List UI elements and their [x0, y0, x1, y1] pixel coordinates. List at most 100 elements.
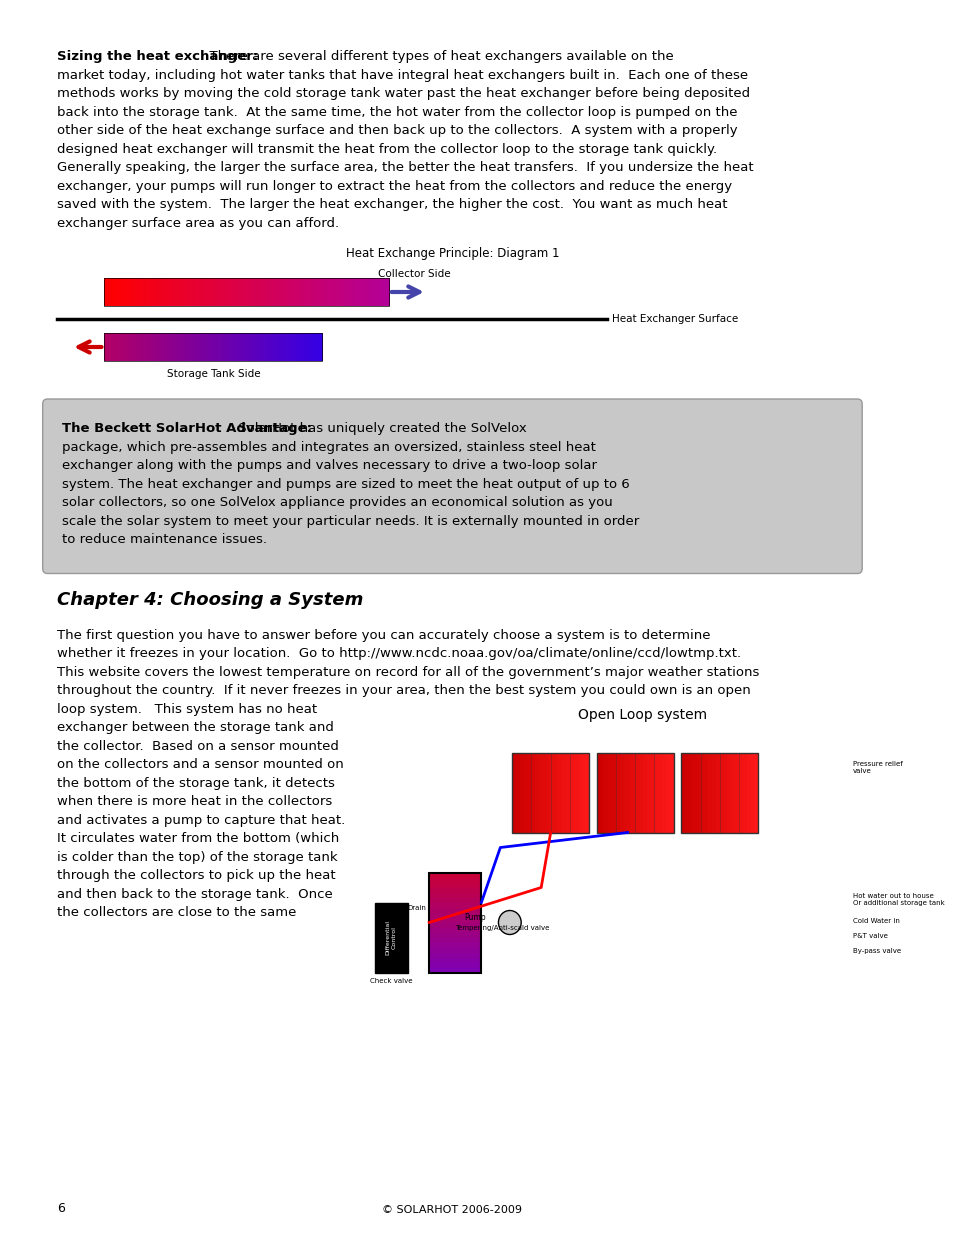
- Bar: [429, 967, 481, 972]
- Bar: [259, 333, 262, 361]
- Bar: [190, 278, 193, 306]
- Bar: [209, 333, 212, 361]
- Text: saved with the system.  The larger the heat exchanger, the higher the cost.  You: saved with the system. The larger the he…: [57, 198, 726, 211]
- Bar: [300, 278, 304, 306]
- Bar: [241, 333, 245, 361]
- Bar: [735, 752, 739, 832]
- Bar: [386, 278, 390, 306]
- Bar: [546, 752, 551, 832]
- Bar: [167, 278, 171, 306]
- Bar: [369, 278, 373, 306]
- Bar: [285, 333, 288, 361]
- Bar: [429, 897, 481, 903]
- Bar: [429, 882, 481, 888]
- Bar: [314, 333, 316, 361]
- Bar: [144, 278, 148, 306]
- Bar: [298, 333, 301, 361]
- Bar: [612, 752, 616, 832]
- Bar: [429, 962, 481, 967]
- Text: scale the solar system to meet your particular needs. It is externally mounted i: scale the solar system to meet your part…: [62, 515, 639, 527]
- Bar: [233, 333, 236, 361]
- Bar: [650, 752, 655, 832]
- Bar: [665, 752, 670, 832]
- Bar: [141, 333, 145, 361]
- Bar: [309, 278, 313, 306]
- Bar: [332, 278, 335, 306]
- Bar: [300, 333, 303, 361]
- Bar: [286, 278, 290, 306]
- Bar: [631, 752, 635, 832]
- Bar: [224, 278, 228, 306]
- Bar: [235, 278, 239, 306]
- Bar: [357, 278, 361, 306]
- Bar: [270, 333, 273, 361]
- Bar: [429, 872, 481, 878]
- Bar: [198, 333, 201, 361]
- Bar: [363, 278, 367, 306]
- Bar: [193, 333, 196, 361]
- Text: through the collectors to pick up the heat: through the collectors to pick up the he…: [57, 869, 335, 882]
- Bar: [274, 278, 278, 306]
- Bar: [380, 278, 384, 306]
- Bar: [129, 333, 132, 361]
- Bar: [377, 278, 381, 306]
- Bar: [565, 752, 570, 832]
- Bar: [429, 911, 481, 918]
- Bar: [266, 278, 270, 306]
- Bar: [104, 333, 322, 361]
- Bar: [723, 752, 727, 832]
- Bar: [680, 752, 758, 832]
- Bar: [104, 278, 108, 306]
- Bar: [276, 333, 279, 361]
- Bar: [429, 931, 481, 937]
- Bar: [204, 278, 208, 306]
- Bar: [554, 752, 558, 832]
- Bar: [523, 752, 528, 832]
- Bar: [164, 278, 168, 306]
- Bar: [148, 333, 151, 361]
- Bar: [193, 278, 196, 306]
- Text: Check valve: Check valve: [370, 977, 412, 983]
- Bar: [429, 906, 481, 913]
- Bar: [366, 278, 370, 306]
- Text: Heat Exchange Principle: Diagram 1: Heat Exchange Principle: Diagram 1: [345, 247, 558, 261]
- Bar: [119, 333, 123, 361]
- Bar: [569, 752, 574, 832]
- Bar: [230, 278, 233, 306]
- Bar: [519, 752, 523, 832]
- Bar: [137, 333, 140, 361]
- Text: SolarHot has uniquely created the SolVelox: SolarHot has uniquely created the SolVel…: [234, 422, 526, 435]
- Bar: [290, 333, 293, 361]
- Bar: [222, 333, 225, 361]
- Bar: [231, 333, 233, 361]
- Bar: [680, 752, 685, 832]
- Bar: [281, 333, 284, 361]
- Bar: [550, 752, 555, 832]
- Bar: [383, 278, 387, 306]
- Text: Sizing the heat exchanger:: Sizing the heat exchanger:: [57, 49, 258, 63]
- Bar: [172, 278, 176, 306]
- Bar: [719, 752, 723, 832]
- Bar: [323, 278, 327, 306]
- Bar: [109, 333, 112, 361]
- Bar: [104, 333, 108, 361]
- Text: the collector.  Based on a sensor mounted: the collector. Based on a sensor mounted: [57, 740, 338, 752]
- Bar: [107, 333, 110, 361]
- Bar: [512, 752, 589, 832]
- Text: Chapter 4: Choosing a System: Chapter 4: Choosing a System: [57, 590, 363, 609]
- Bar: [147, 278, 151, 306]
- Bar: [692, 752, 697, 832]
- Bar: [115, 333, 118, 361]
- Bar: [185, 333, 188, 361]
- Bar: [256, 333, 260, 361]
- Bar: [144, 333, 147, 361]
- Bar: [249, 278, 253, 306]
- Bar: [180, 333, 184, 361]
- Bar: [375, 278, 378, 306]
- Bar: [307, 333, 310, 361]
- Bar: [227, 278, 231, 306]
- Bar: [561, 752, 566, 832]
- Bar: [292, 278, 295, 306]
- Bar: [309, 333, 313, 361]
- Bar: [429, 887, 481, 893]
